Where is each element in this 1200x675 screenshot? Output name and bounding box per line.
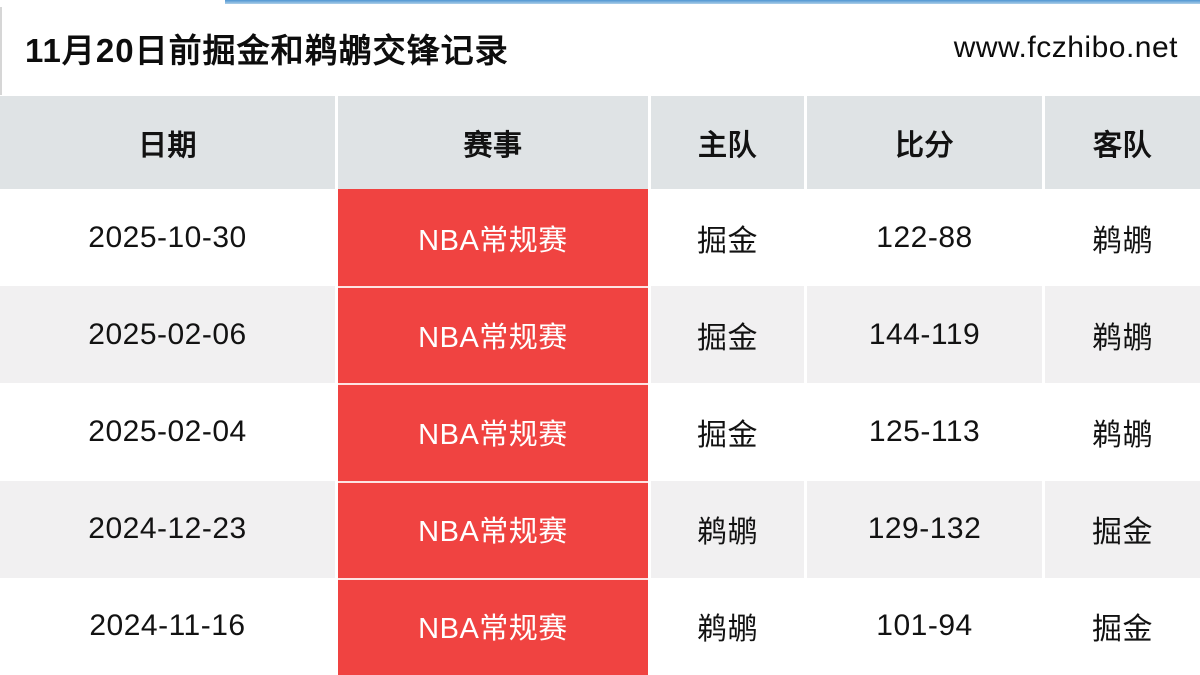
event-badge[interactable]: NBA常规赛 xyxy=(338,480,648,578)
cell-score: 129-132 xyxy=(807,480,1042,578)
cell-date: 2024-11-16 xyxy=(0,577,335,675)
cell-score: 125-113 xyxy=(807,383,1042,481)
cell-home: 鹈鹕 xyxy=(651,577,804,675)
cell-away: 鹈鹕 xyxy=(1045,383,1200,481)
cell-date: 2025-02-06 xyxy=(0,286,335,384)
cell-away: 鹈鹕 xyxy=(1045,286,1200,384)
column-header-score: 比分 xyxy=(807,96,1042,189)
cell-away: 鹈鹕 xyxy=(1045,189,1200,287)
h2h-table: 日期 赛事 主队 比分 客队 2025-10-30 NBA常规赛 掘金 122-88 鹈鹕 2025… xyxy=(0,96,1200,675)
cell-date: 2025-02-04 xyxy=(0,383,335,481)
column-header-date: 日期 xyxy=(0,96,335,189)
column-header-away: 客队 xyxy=(1045,96,1200,189)
top-accent-line xyxy=(225,0,1200,4)
cell-home: 掘金 xyxy=(651,286,804,384)
cell-home: 掘金 xyxy=(651,189,804,287)
event-badge[interactable]: NBA常规赛 xyxy=(338,383,648,481)
column-header-event: 赛事 xyxy=(338,96,648,189)
title-bar: 11月20日前掘金和鹈鹕交锋记录 www.fczhibo.net xyxy=(0,0,1200,96)
cell-home: 掘金 xyxy=(651,383,804,481)
site-url: www.fczhibo.net xyxy=(953,31,1178,64)
cell-score: 122-88 xyxy=(807,189,1042,287)
column-header-home: 主队 xyxy=(651,96,804,189)
cell-away: 掘金 xyxy=(1045,577,1200,675)
cell-score: 144-119 xyxy=(807,286,1042,384)
page-title: 11月20日前掘金和鹈鹕交锋记录 xyxy=(25,32,509,69)
event-badge[interactable]: NBA常规赛 xyxy=(338,286,648,384)
cell-date: 2025-10-30 xyxy=(0,189,335,287)
event-badge[interactable]: NBA常规赛 xyxy=(338,189,648,287)
cell-score: 101-94 xyxy=(807,577,1042,675)
left-border-line xyxy=(0,7,2,95)
cell-away: 掘金 xyxy=(1045,480,1200,578)
cell-home: 鹈鹕 xyxy=(651,480,804,578)
cell-date: 2024-12-23 xyxy=(0,480,335,578)
event-badge[interactable]: NBA常规赛 xyxy=(338,577,648,675)
